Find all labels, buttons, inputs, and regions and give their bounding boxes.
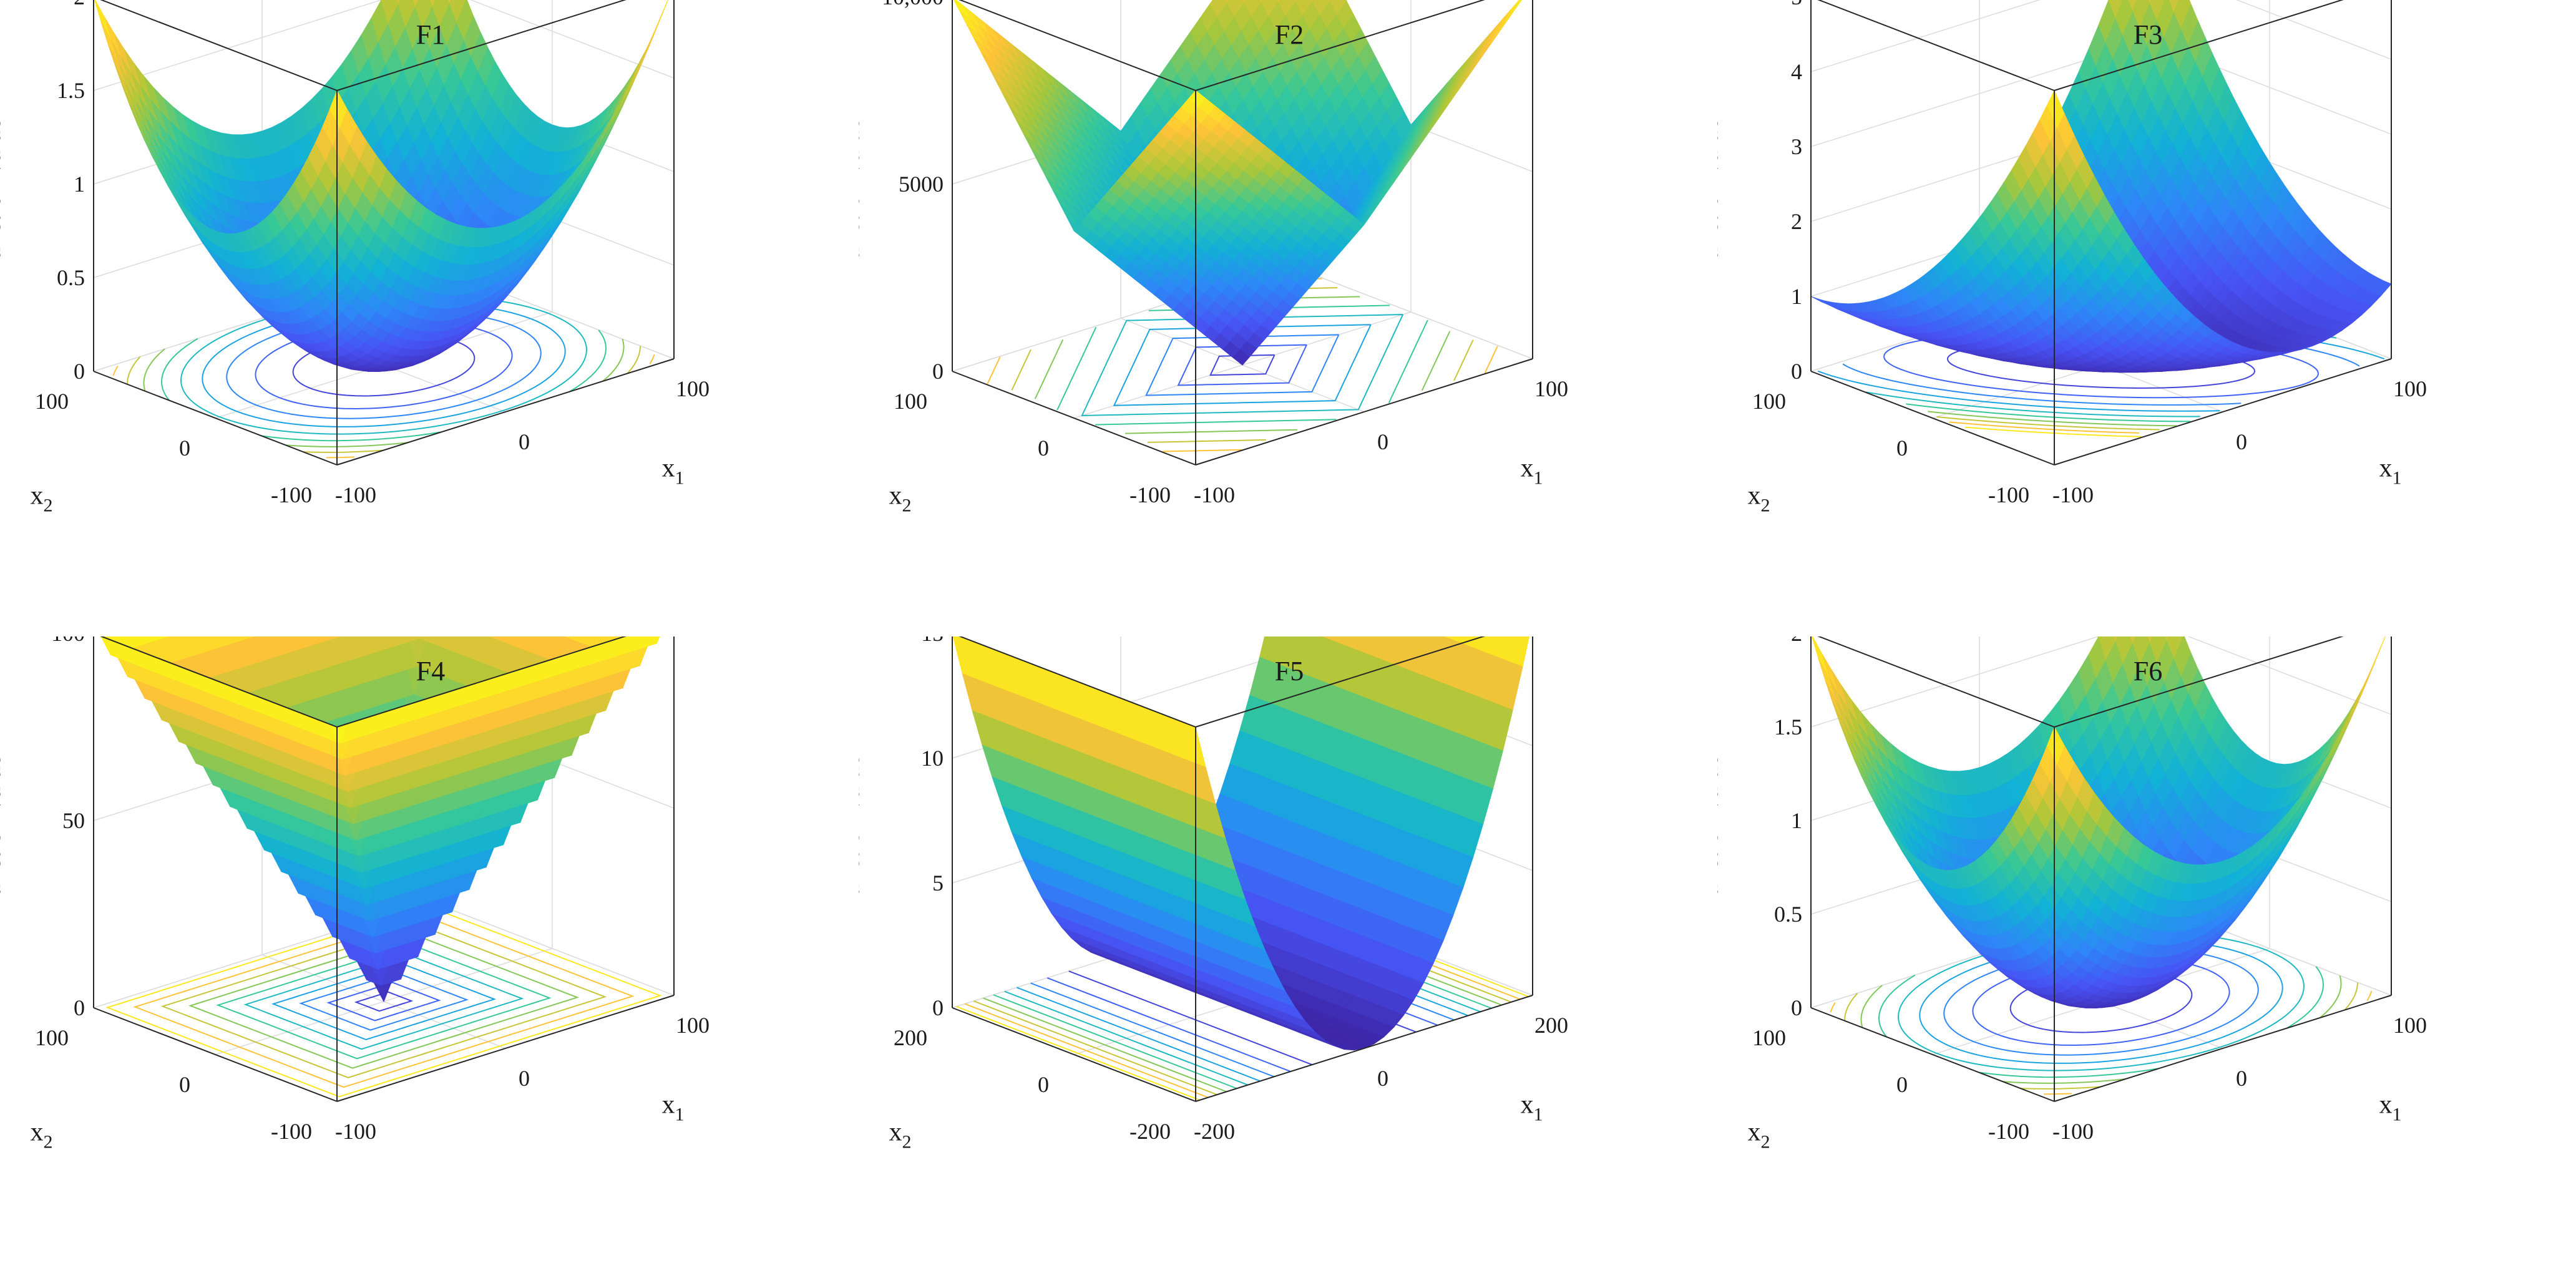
y-tick-label: -100 [271,1119,312,1144]
x-tick-label: 0 [519,1066,530,1091]
axes-box [952,0,1533,466]
z-tick-label: 3 [1791,134,1802,159]
surface-facet [1259,0,1264,4]
surface-facet [447,0,452,5]
x-tick-label: 100 [1534,376,1568,401]
axes-box [93,0,675,466]
z-tick-label: 0 [74,359,85,384]
z-axis-label: Function value [859,119,865,275]
z-tick-label: 100 [51,636,85,646]
y-tick-label: 0 [1896,436,1908,461]
surface-mesh [100,636,660,1003]
surface-facet [1276,0,1281,3]
surface-plot: F1-1000100-100010000.511.52×104x1x2Funct… [0,0,710,516]
chart-title: F3 [2134,19,2162,50]
y-axis-label: x2 [1748,482,1770,516]
surface-mesh [954,0,1522,366]
z-tick-label: 0.5 [57,265,85,290]
panel-f2: F2-1000100-10001000500010,000x1x2Functio… [859,0,1717,636]
surface-facet [627,54,645,94]
surface-mesh [1810,0,2392,373]
surface-facet [656,636,660,644]
surface-facet [1242,0,1247,4]
y-axis-label: x2 [31,1118,53,1153]
panel-f5: F5-2000200-2000200051015×1010x1x2Functio… [859,636,1717,1273]
panel-f3: F3-1000100-1000100012345×104x1x2Function… [1717,0,2576,636]
surface-facet [94,0,111,40]
surface-plot: F3-1000100-1000100012345×104x1x2Function… [1717,0,2427,516]
surface-facet [2047,90,2065,129]
z-tick-label: 5000 [899,172,944,197]
x-tick-label: 100 [676,376,710,401]
y-tick-label: -100 [1988,482,2029,507]
y-axis-label: x2 [31,482,53,516]
surface-facet [412,0,419,8]
surface-mesh [94,0,668,372]
y-tick-label: 0 [179,436,190,461]
z-axis-label: Function value [0,755,6,912]
y-tick-label: -100 [271,482,312,507]
x-tick-label: -100 [335,482,376,507]
x-tick-label: -100 [2052,482,2094,507]
x-axis-label: x1 [662,454,685,488]
z-tick-label: 0 [932,359,944,384]
axes-box [1810,0,2392,466]
surface-plot: F2-1000100-10001000500010,000x1x2Functio… [859,0,1568,516]
surface-facet [2147,0,2152,4]
y-tick-label: 0 [1038,436,1049,461]
y-tick-label: 100 [35,1025,69,1050]
y-tick-label: 100 [35,389,69,414]
z-tick-label: 0 [1791,359,1802,384]
axes-box [93,636,675,1102]
surface-facet [656,0,668,28]
z-tick-label: 50 [62,808,85,833]
z-axis-label: Function value [0,119,6,275]
surface-facet [396,0,401,6]
x-tick-label: 100 [676,1013,710,1038]
x-tick-label: 0 [2236,429,2247,454]
x-tick-label: 0 [1377,429,1388,454]
x-axis-label: x1 [2379,454,2402,488]
x-axis-label: x1 [662,1090,685,1124]
surface-facet [429,0,436,8]
surface-mesh [952,636,1530,1051]
z-axis-label: Function value [1717,119,1724,275]
panel-f1: F1-1000100-100010000.511.52×104x1x2Funct… [0,0,859,636]
z-tick-label: 1 [74,172,85,197]
z-tick-label: 2 [1791,209,1802,234]
z-tick-label: 1.5 [57,78,85,103]
z-tick-label: 0 [74,995,85,1020]
y-tick-label: 0 [179,1072,190,1097]
chart-title: F1 [416,19,445,50]
surface-facet [1224,0,1230,4]
z-tick-label: 4 [1791,59,1802,84]
surface-facet [2127,0,2137,12]
x-tick-label: 0 [519,429,530,454]
x-axis-label: x1 [1521,454,1543,488]
y-tick-label: 100 [894,389,927,414]
chart-title: F2 [1275,19,1304,50]
x-tick-label: -100 [1194,482,1235,507]
surface-facet [1188,90,1206,107]
z-tick-label: 10,000 [882,0,944,9]
chart-title: F4 [416,656,445,686]
x-tick-label: 100 [2393,376,2427,401]
y-tick-label: -100 [1129,482,1171,507]
surface-facet [329,90,348,129]
surface-plot: F5-2000200-2000200051015×1010x1x2Functio… [859,636,1568,1153]
x-tick-label: -100 [335,1119,376,1144]
y-tick-label: 100 [1752,389,1786,414]
y-axis-label: x2 [889,482,912,516]
z-tick-label: 5 [1791,0,1802,9]
z-tick-label: 2 [74,0,85,9]
z-tick-label: 1 [1791,284,1802,309]
